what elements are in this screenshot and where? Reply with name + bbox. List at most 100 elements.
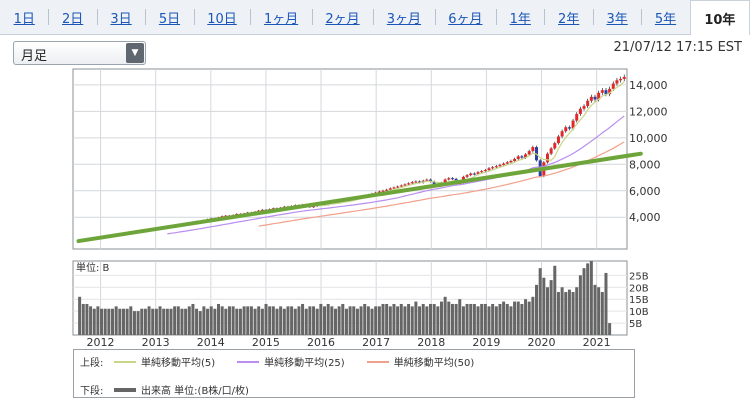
volume-bar	[439, 301, 443, 335]
candle-body	[396, 186, 400, 188]
candle-interval-select[interactable]: 月足 ▼	[13, 41, 146, 65]
volume-bar	[184, 308, 188, 335]
y-tick-label: 14,000	[629, 79, 668, 92]
candle-body	[407, 183, 411, 185]
x-tick-label: 2017	[362, 336, 390, 349]
y-tick-label: 12,000	[629, 105, 668, 118]
tab-4[interactable]: 10日	[193, 0, 251, 34]
candle-body	[622, 76, 626, 79]
volume-bar	[524, 299, 528, 335]
x-tick-label: 2015	[252, 336, 280, 349]
volume-bar	[429, 303, 433, 335]
tab-12[interactable]: 5年	[641, 0, 689, 34]
dropdown-arrow-icon[interactable]: ▼	[126, 43, 144, 63]
x-tick-label: 2020	[528, 336, 556, 349]
candle-body	[549, 148, 553, 154]
volume-bar	[480, 303, 484, 335]
volume-bar	[227, 306, 231, 335]
candle-body	[527, 151, 531, 155]
volume-bar	[319, 303, 323, 335]
tab-8[interactable]: 6ヶ月	[434, 0, 496, 34]
volume-bar	[206, 308, 210, 335]
candle-body	[487, 168, 491, 171]
candle-interval-value: 月足	[21, 49, 48, 64]
candle-body	[392, 187, 396, 189]
volume-bar	[370, 308, 374, 335]
tab-7[interactable]: 3ヶ月	[373, 0, 434, 34]
volume-bar	[268, 306, 272, 335]
volume-bar	[545, 287, 549, 335]
volume-bar	[593, 284, 597, 335]
candle-body	[432, 181, 436, 185]
volume-bar	[549, 280, 553, 335]
tab-10[interactable]: 2年	[544, 0, 592, 34]
candle-body	[571, 120, 575, 129]
volume-bar	[377, 306, 381, 335]
volume-bar	[608, 323, 612, 335]
tab-9[interactable]: 1年	[496, 0, 544, 34]
period-tab-bar: 1日 2日 3日 5日 10日 1ヶ月 2ヶ月 3ヶ月 6ヶ月 1年 2年 3年 5年 10年	[0, 0, 750, 35]
volume-bar	[89, 306, 93, 335]
candle-body	[472, 173, 476, 175]
volume-bar	[597, 287, 601, 335]
candle-body	[608, 88, 612, 95]
x-tick-label: 2014	[197, 336, 225, 349]
tab-0[interactable]: 1日	[13, 11, 35, 27]
volume-bar	[575, 287, 579, 335]
x-tick-label: 2019	[472, 336, 500, 349]
volume-bar	[143, 308, 147, 335]
tab-6[interactable]: 2ヶ月	[311, 0, 373, 34]
volume-bar	[403, 306, 407, 335]
volume-bar	[111, 308, 115, 335]
tab-1[interactable]: 2日	[48, 0, 96, 34]
candle-body	[589, 96, 593, 101]
tab-2[interactable]: 3日	[96, 0, 145, 34]
volume-bar	[586, 263, 590, 335]
legend-swatch	[366, 360, 389, 363]
volume-bar	[312, 306, 316, 335]
legend-text: 出来高 単位:(B株/口/枚)	[141, 386, 249, 397]
volume-bar	[352, 306, 356, 335]
volume-bar	[132, 311, 136, 335]
candle-body	[600, 90, 604, 93]
candle-body	[403, 184, 407, 186]
volume-bar	[173, 306, 177, 335]
tab-5[interactable]: 1ヶ月	[250, 0, 311, 34]
volume-bar	[330, 306, 334, 335]
tab-11[interactable]: 3年	[592, 0, 641, 34]
volume-tick-label: 15B	[629, 295, 649, 306]
volume-bar	[366, 306, 370, 335]
volume-bar	[450, 303, 454, 335]
volume-bar	[348, 306, 352, 335]
candle-body	[560, 131, 564, 137]
volume-bar	[436, 306, 440, 335]
volume-bar	[326, 303, 330, 335]
volume-bar	[279, 306, 283, 335]
volume-bar	[114, 306, 118, 335]
volume-bar	[136, 311, 140, 335]
volume-bar	[341, 303, 345, 335]
volume-bar	[297, 306, 301, 335]
volume-bar	[286, 306, 290, 335]
volume-bar	[151, 308, 155, 335]
tab-3[interactable]: 5日	[145, 0, 193, 34]
volume-bar	[290, 306, 294, 335]
candle-body	[564, 127, 568, 132]
volume-bar	[220, 306, 224, 335]
volume-bar	[531, 296, 535, 335]
volume-bar	[293, 308, 297, 335]
volume-bar	[121, 308, 125, 335]
candle-body	[224, 215, 228, 217]
trend-line	[76, 151, 643, 244]
candle-body	[425, 179, 429, 181]
legend-text: 単純移動平均(50)	[393, 358, 475, 369]
legend-item-sma-1: 単純移動平均(25)	[237, 354, 345, 369]
volume-bar	[355, 308, 359, 335]
volume-bar	[107, 308, 111, 335]
candle-body	[509, 160, 513, 163]
tab-13[interactable]: 10年	[689, 0, 750, 35]
volume-bar	[282, 308, 286, 335]
candle-body	[575, 114, 579, 121]
x-tick-label: 2013	[142, 336, 170, 349]
volume-bar	[169, 308, 173, 335]
